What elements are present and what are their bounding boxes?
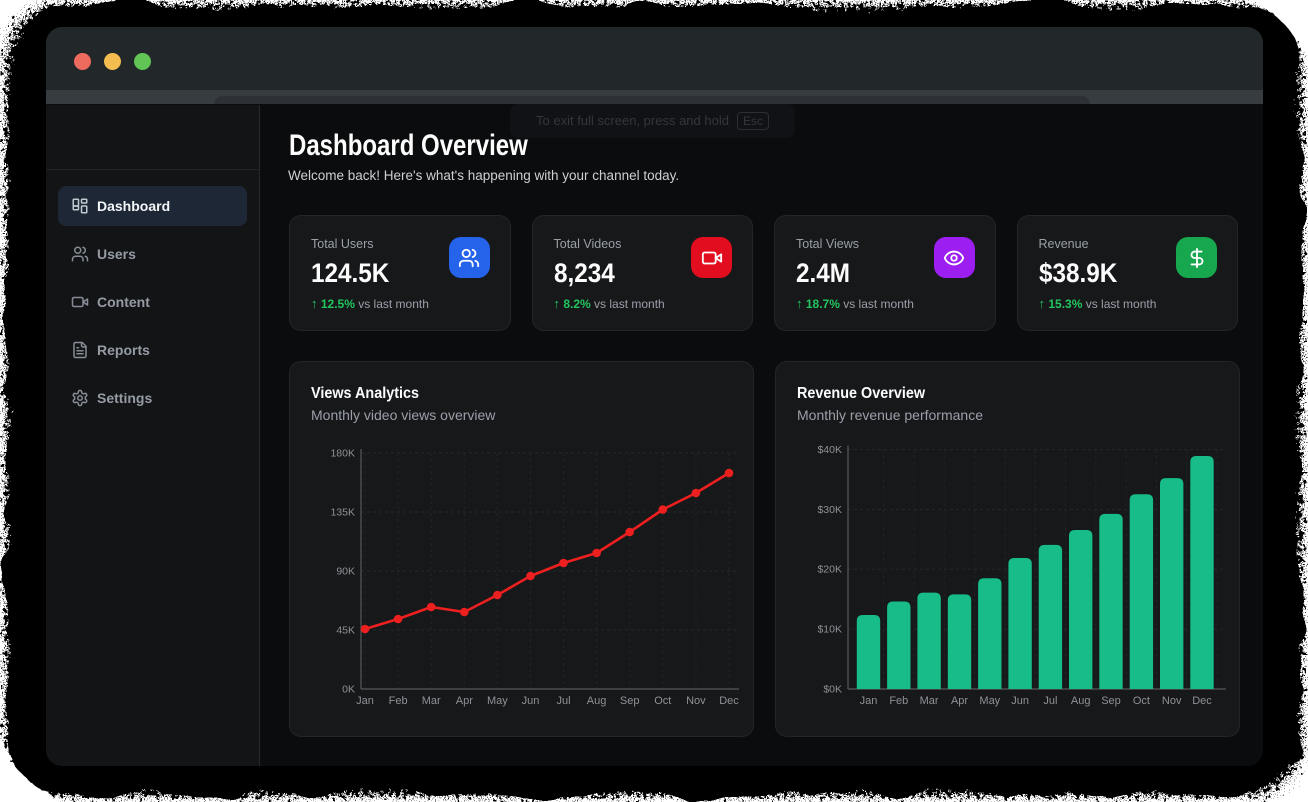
svg-text:Jul: Jul bbox=[1043, 695, 1057, 707]
svg-text:$0K: $0K bbox=[823, 684, 842, 696]
svg-text:Dec: Dec bbox=[719, 695, 739, 707]
svg-text:$10K: $10K bbox=[817, 624, 842, 636]
svg-text:135K: 135K bbox=[330, 507, 355, 519]
svg-text:Dec: Dec bbox=[1192, 695, 1212, 707]
svg-text:May: May bbox=[487, 695, 508, 707]
svg-text:Feb: Feb bbox=[889, 695, 908, 707]
svg-text:Mar: Mar bbox=[422, 695, 441, 707]
svg-text:$40K: $40K bbox=[817, 444, 842, 456]
svg-text:Nov: Nov bbox=[1162, 695, 1182, 707]
svg-text:Apr: Apr bbox=[456, 695, 473, 707]
svg-text:$30K: $30K bbox=[817, 504, 842, 516]
svg-text:Sep: Sep bbox=[1101, 695, 1121, 707]
svg-text:Jul: Jul bbox=[556, 695, 570, 707]
svg-text:Sep: Sep bbox=[620, 695, 640, 707]
svg-text:Aug: Aug bbox=[587, 695, 607, 707]
svg-text:45K: 45K bbox=[336, 625, 355, 637]
svg-text:Apr: Apr bbox=[951, 695, 968, 707]
svg-text:Jun: Jun bbox=[1011, 695, 1029, 707]
svg-text:Mar: Mar bbox=[920, 695, 939, 707]
svg-text:$20K: $20K bbox=[817, 564, 842, 576]
svg-text:Jun: Jun bbox=[522, 695, 540, 707]
svg-text:Jan: Jan bbox=[860, 695, 878, 707]
svg-text:Feb: Feb bbox=[389, 695, 408, 707]
svg-text:Aug: Aug bbox=[1071, 695, 1091, 707]
svg-text:Oct: Oct bbox=[1133, 695, 1150, 707]
svg-text:Jan: Jan bbox=[356, 695, 374, 707]
svg-text:May: May bbox=[979, 695, 1000, 707]
svg-text:90K: 90K bbox=[336, 566, 355, 578]
svg-text:Nov: Nov bbox=[686, 695, 706, 707]
svg-text:180K: 180K bbox=[330, 448, 355, 460]
svg-text:0K: 0K bbox=[342, 684, 355, 696]
svg-text:Oct: Oct bbox=[654, 695, 671, 707]
